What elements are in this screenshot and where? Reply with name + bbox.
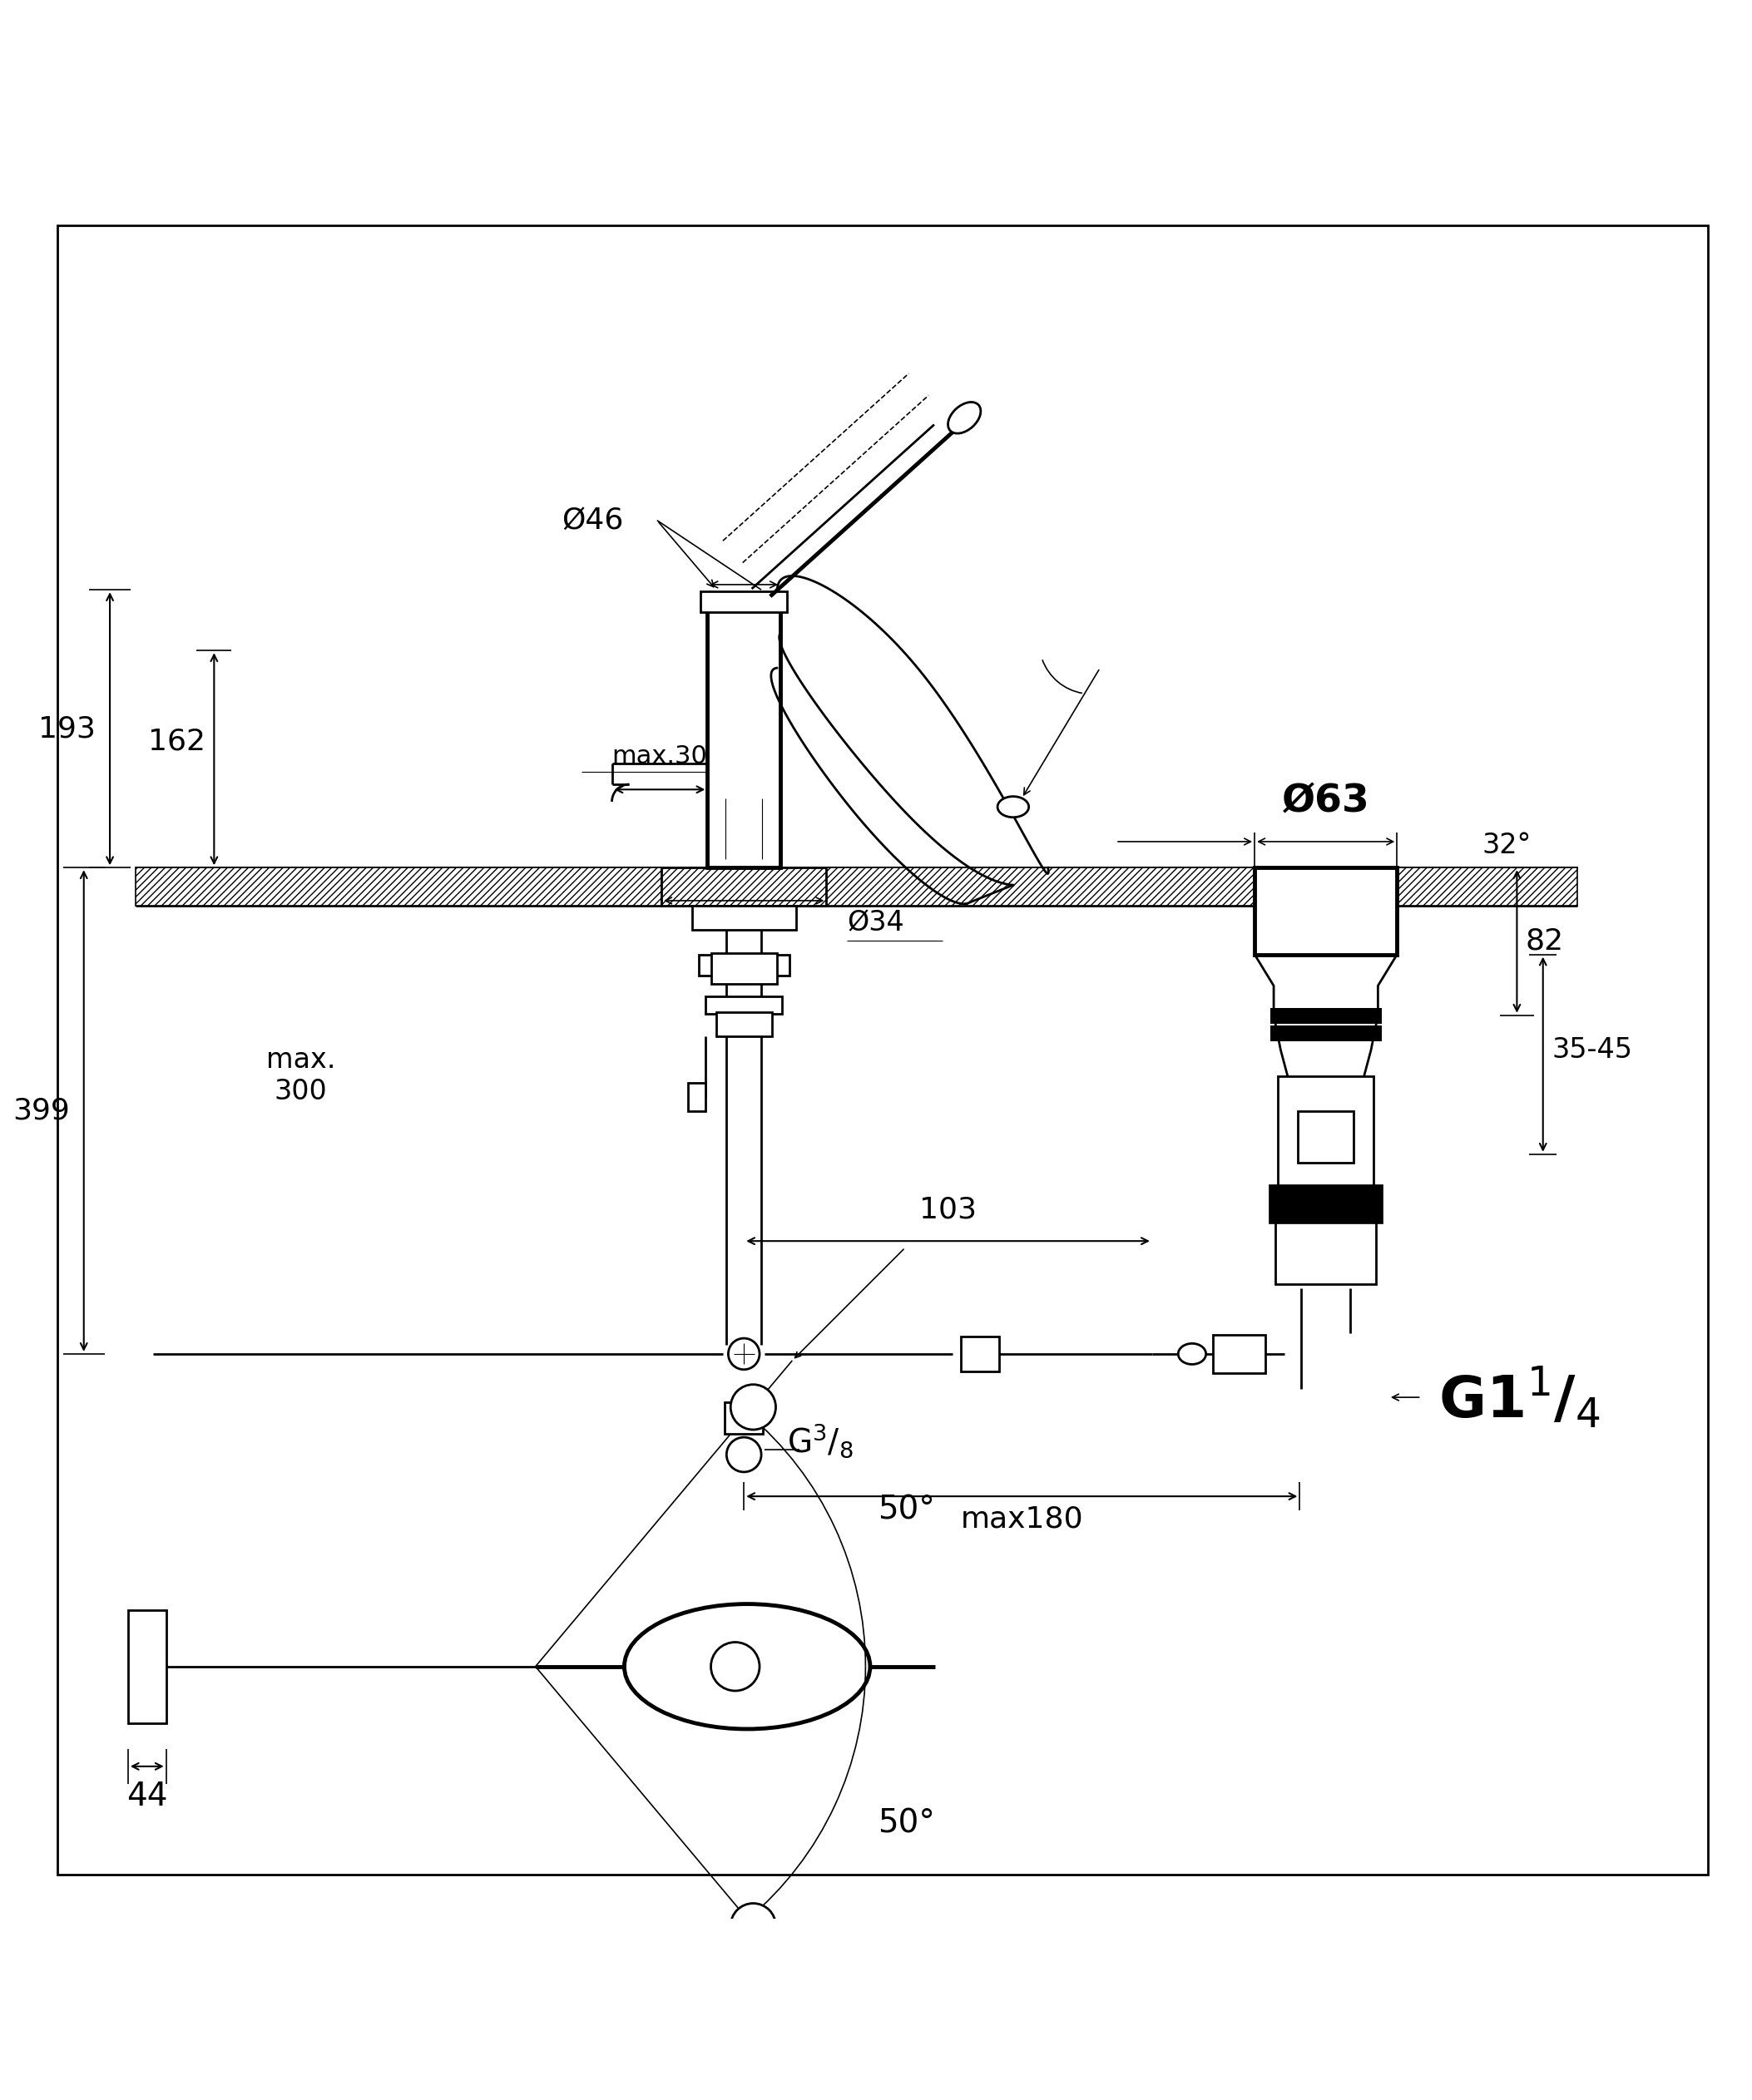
Bar	[725, 1403, 764, 1434]
Ellipse shape	[1177, 1344, 1205, 1365]
Circle shape	[731, 1903, 776, 1949]
Text: 32°: 32°	[1482, 832, 1531, 859]
Circle shape	[731, 1384, 776, 1430]
Text: max.
300: max. 300	[266, 1046, 336, 1107]
Text: 399: 399	[12, 1096, 70, 1126]
Bar	[1275, 1218, 1377, 1285]
Text: 82: 82	[1526, 928, 1565, 956]
Bar	[717, 1012, 771, 1035]
Bar	[1270, 1008, 1381, 1025]
Text: 50°: 50°	[878, 1808, 936, 1840]
Circle shape	[727, 1436, 762, 1472]
Bar	[692, 905, 795, 930]
Bar	[1254, 867, 1396, 956]
Bar	[962, 1336, 999, 1371]
Ellipse shape	[997, 796, 1028, 817]
Bar	[689, 1084, 706, 1111]
Bar	[1212, 1336, 1265, 1373]
Bar	[128, 1611, 166, 1722]
Circle shape	[711, 1642, 760, 1690]
Bar	[662, 867, 827, 905]
Bar	[1277, 1075, 1374, 1189]
Text: 193: 193	[39, 714, 96, 743]
Text: 35-45: 35-45	[1552, 1035, 1633, 1065]
Text: 103: 103	[920, 1195, 976, 1224]
Text: 162: 162	[147, 727, 205, 756]
Text: Ø63: Ø63	[1282, 783, 1370, 821]
Bar	[708, 598, 780, 867]
Text: 44: 44	[126, 1781, 168, 1812]
Bar	[711, 953, 776, 985]
Bar	[699, 956, 788, 974]
Text: 50°: 50°	[878, 1493, 936, 1525]
Text: Ø46: Ø46	[561, 506, 624, 536]
Bar	[827, 867, 1579, 905]
Bar	[701, 592, 787, 613]
Bar	[1270, 1025, 1381, 1042]
Text: G$^3$/$_8$: G$^3$/$_8$	[787, 1422, 853, 1460]
Text: max180: max180	[960, 1506, 1083, 1533]
Polygon shape	[1254, 956, 1396, 1189]
Text: max.30: max.30	[611, 746, 708, 769]
Ellipse shape	[624, 1604, 871, 1728]
Bar	[137, 867, 662, 905]
Ellipse shape	[948, 401, 981, 433]
Bar	[1270, 1186, 1382, 1224]
Bar	[1298, 1111, 1354, 1163]
Text: Ø34: Ø34	[848, 909, 904, 937]
Bar	[706, 995, 781, 1014]
Circle shape	[729, 1338, 760, 1369]
Text: G1$^1$/$_4$: G1$^1$/$_4$	[1438, 1365, 1601, 1430]
